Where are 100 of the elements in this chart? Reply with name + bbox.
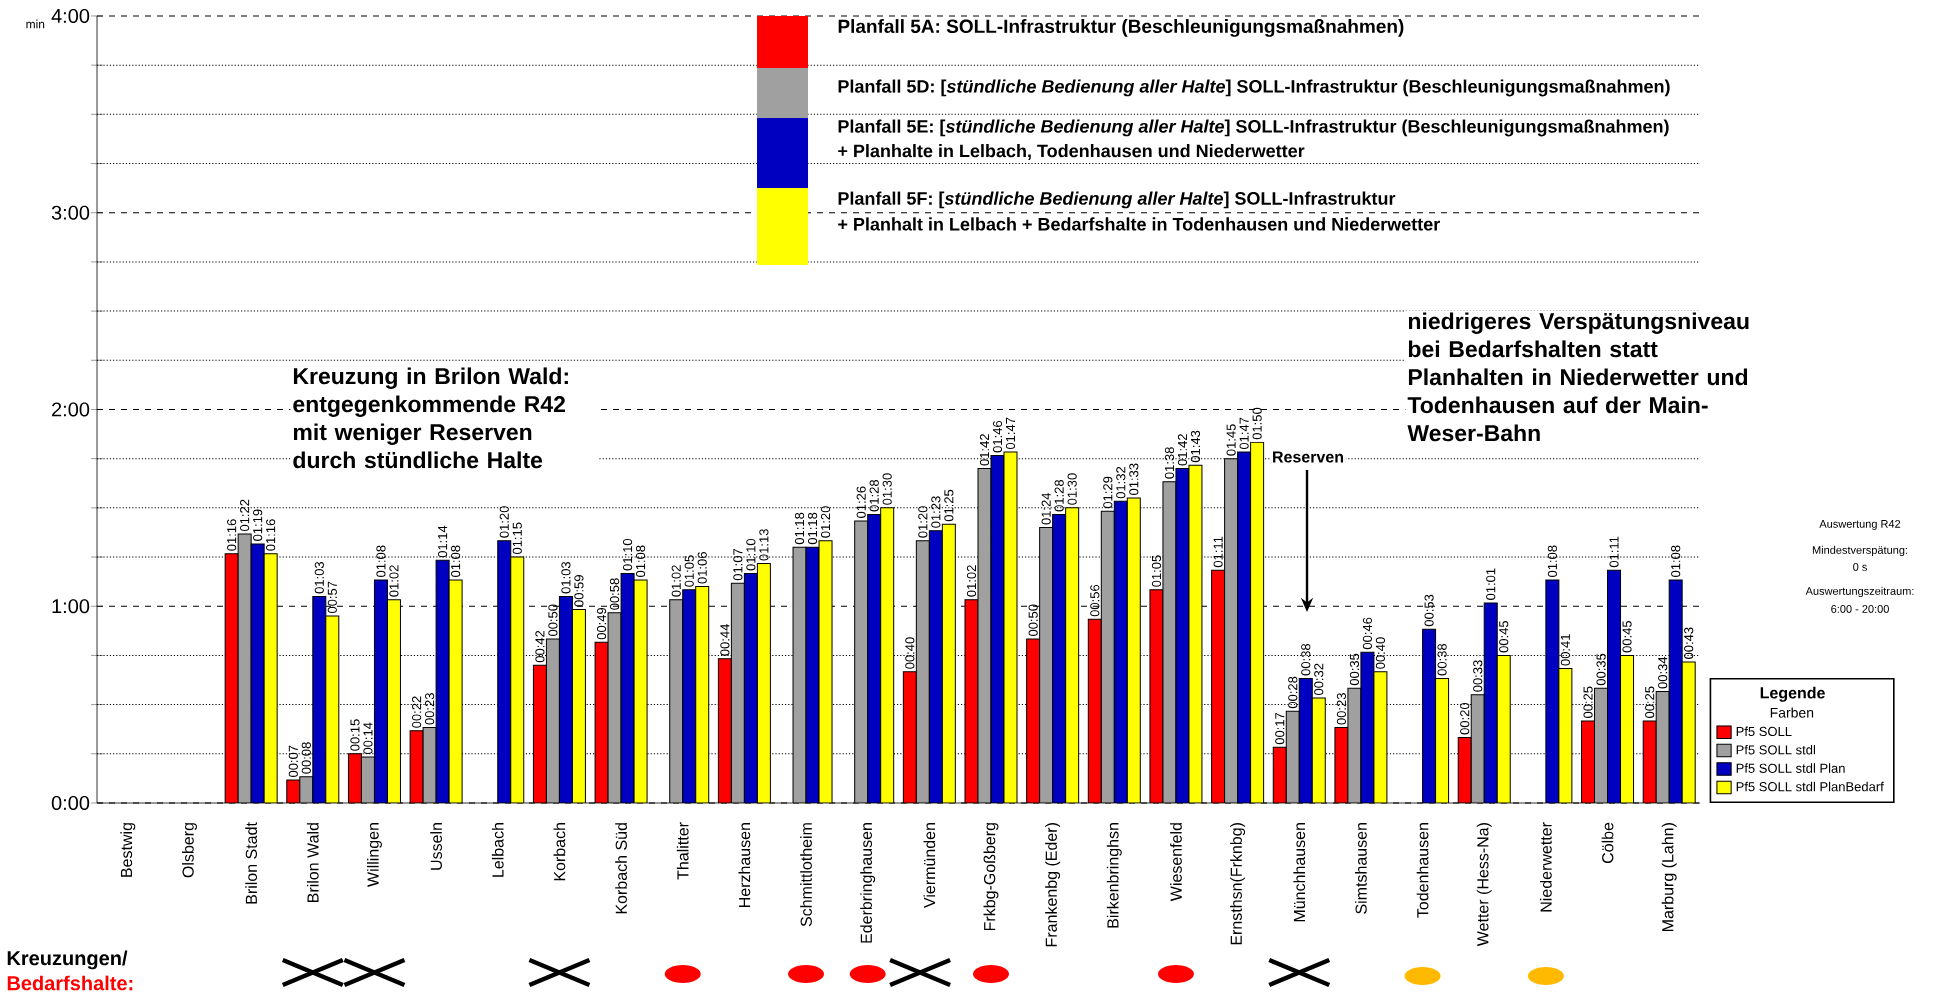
data-label: 01:05 <box>1151 555 1162 587</box>
data-label: 00:57 <box>327 581 337 614</box>
data-label: 01:18 <box>794 512 805 545</box>
data-label: 00:14 <box>363 722 373 755</box>
annotation: Planfall 5A: SOLL-Infrastruktur (Beschleunigungsmaßnahmen) <box>838 19 1404 37</box>
data-label: 00:41 <box>1560 634 1570 666</box>
data-label: 01:28 <box>869 479 879 512</box>
data-label: 01:08 <box>376 545 386 578</box>
x-tick-label: Thalitter <box>676 822 689 880</box>
bar <box>1088 619 1102 803</box>
data-label: 01:18 <box>807 512 818 545</box>
x-tick-label: Olsberg <box>182 823 197 878</box>
data-label: 01:10 <box>746 538 756 571</box>
data-label: 01:02 <box>389 565 399 597</box>
x-tick-label: Herzhausen <box>738 823 751 908</box>
data-label: 00:38 <box>1301 643 1311 676</box>
data-label: 01:46 <box>992 420 1003 453</box>
data-label: 01:10 <box>622 538 633 571</box>
bar <box>1581 721 1595 803</box>
data-label: 00:07 <box>288 745 298 778</box>
data-label: 00:45 <box>1622 620 1632 653</box>
annotation: + Planhalte in Lelbach, Todenhausen und Niederwetter <box>838 144 1305 160</box>
data-label: 01:26 <box>856 486 866 518</box>
data-label: 00:23 <box>425 693 435 725</box>
data-label: 00:38 <box>1437 643 1447 676</box>
data-label: 01:47 <box>1005 417 1016 450</box>
data-label: 01:02 <box>671 565 681 597</box>
bar <box>312 596 326 803</box>
data-label: 00:25 <box>1583 686 1593 718</box>
data-label: 01:30 <box>882 473 892 505</box>
legend-label: Pf5 SOLL stdl PlanBedarf <box>1736 781 1884 792</box>
annotation: niedrigeres Verspätungsniveau bei Bedarfshalten statt Planhalten in Niederwetter und Todenhausen auf der Main-Weser-Bahn <box>1407 312 1749 442</box>
data-label: 00:49 <box>596 607 607 640</box>
data-label: 01:32 <box>1116 466 1126 499</box>
data-label: 01:20 <box>918 506 928 538</box>
bar <box>1052 514 1066 803</box>
legend-label: Pf5 SOLL <box>1736 726 1792 737</box>
data-label: 01:25 <box>944 489 954 522</box>
x-tick-label: Frankenbg (Eder) <box>1045 823 1061 947</box>
annotation: + Planhalt in Lelbach + Bedarfshalte in Todenhausen und Niederwetter <box>838 217 1440 231</box>
text: Kreuzungen/ <box>7 950 128 970</box>
data-label: 01:03 <box>561 561 571 594</box>
x-tick-label: Simtshausen <box>1355 823 1367 914</box>
data-label: 00:42 <box>535 630 545 663</box>
data-label: 00:44 <box>720 624 730 656</box>
data-label: 00:22 <box>412 696 422 728</box>
bar <box>1114 501 1128 803</box>
data-label: 01:19 <box>253 509 263 541</box>
data-label: 00:17 <box>1275 712 1285 745</box>
data-label: 00:53 <box>1424 594 1434 627</box>
data-label: 01:47 <box>1239 417 1249 450</box>
data-label: 01:30 <box>1067 473 1077 505</box>
data-label: 01:08 <box>451 545 461 578</box>
data-label: 01:08 <box>635 545 646 578</box>
data-label: 01:14 <box>438 525 448 558</box>
legend-label: Pf5 SOLL stdl Plan <box>1736 763 1845 773</box>
annotation: Planfall 5D: [stündliche Bedienung aller Halte] SOLL-Infrastruktur (Beschleunigungsmaßnahmen) <box>838 79 1670 97</box>
data-label: 00:15 <box>350 719 360 751</box>
data-label: 01:11 <box>1213 536 1223 568</box>
x-tick-label: Korbach Süd <box>615 823 627 914</box>
bar <box>348 753 362 803</box>
data-label: 00:50 <box>1028 604 1038 637</box>
data-label: 00:32 <box>1314 663 1324 696</box>
bar <box>744 573 758 803</box>
text: Farben <box>1770 707 1814 718</box>
x-tick-label: Wiesenfeld <box>1170 823 1182 902</box>
text: Auswertungszeitraum: <box>1805 586 1914 598</box>
x-tick-label: Birkenbringhsn <box>1106 823 1122 928</box>
data-label: 01:16 <box>227 519 237 551</box>
bar <box>1668 579 1683 803</box>
y-axis-title: min <box>26 19 45 29</box>
x-tick-label: Ernsthsn(Frknbg) <box>1230 823 1246 945</box>
data-label: 00:59 <box>574 575 584 607</box>
bar <box>1642 720 1657 803</box>
text: Auswertung R42 <box>1819 520 1901 530</box>
data-label: 01:42 <box>979 434 990 466</box>
bar <box>682 589 696 803</box>
text: Bedarfshalte: <box>7 975 133 991</box>
data-label: 01:02 <box>966 565 977 597</box>
data-label: 00:40 <box>905 637 915 669</box>
text: 6:00 - 20:00 <box>1831 605 1889 613</box>
x-tick-label: Lelbach <box>491 823 504 877</box>
data-label: 01:29 <box>1103 476 1113 509</box>
data-label: 00:25 <box>1645 686 1655 718</box>
data-label: 01:16 <box>266 519 276 551</box>
bar <box>1607 570 1621 803</box>
bar <box>718 658 732 803</box>
data-label: 01:03 <box>314 561 324 594</box>
data-label: 00:43 <box>1684 627 1694 659</box>
x-tick-label: Cölbe <box>1601 822 1614 864</box>
x-tick-label: Frkbg-Goßberg <box>983 823 999 931</box>
bar <box>867 514 881 803</box>
data-label: 01:01 <box>1486 568 1496 600</box>
bar <box>559 596 573 803</box>
data-label: 01:45 <box>1226 424 1236 456</box>
bar <box>1237 452 1251 803</box>
bar <box>1484 602 1498 803</box>
data-label: 00:45 <box>1499 620 1509 653</box>
annotation: Planfall 5E: [stündliche Bedienung aller Halte] SOLL-Infrastruktur (Beschleunigungsmaßnahmen) <box>838 119 1669 137</box>
data-label: 00:46 <box>1362 617 1373 650</box>
